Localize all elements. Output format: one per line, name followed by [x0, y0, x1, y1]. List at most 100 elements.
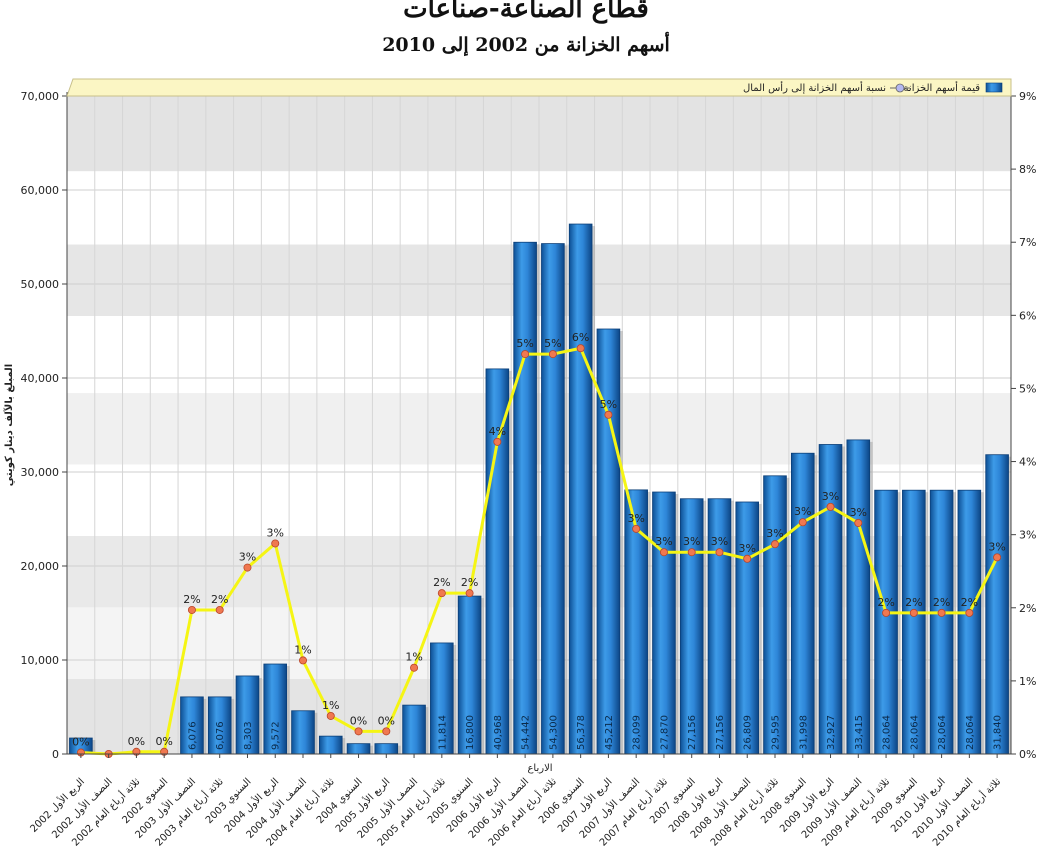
- bar-value-label: 27,156: [715, 715, 726, 750]
- y-tick-label: 20,000: [21, 560, 60, 573]
- bar-value-label: 54,300: [548, 715, 559, 750]
- bar: [985, 454, 1009, 755]
- ratio-label: 3%: [655, 535, 672, 548]
- bar: [318, 735, 343, 755]
- ratio-point: [187, 605, 196, 614]
- ratio-point: [493, 437, 502, 446]
- ratio-point: [215, 605, 224, 614]
- ratio-label: 2%: [905, 596, 922, 609]
- legend-box: [66, 78, 1012, 97]
- ratio-label: 1%: [405, 651, 422, 664]
- ratio-point: [326, 711, 335, 720]
- ratio-label: 3%: [627, 512, 644, 525]
- ratio-label: 0%: [128, 735, 145, 748]
- ratio-point: [798, 518, 807, 527]
- ratio-point: [271, 539, 280, 548]
- y-tick-label: 60,000: [21, 184, 60, 197]
- y-tick-label: 30,000: [21, 466, 60, 479]
- y-tick-label: 40,000: [21, 372, 60, 385]
- ratio-point: [965, 608, 974, 617]
- bar: [652, 491, 676, 755]
- ratio-label: 2%: [461, 576, 478, 589]
- y-tick-label: 70,000: [21, 90, 60, 103]
- y-axis-title: المبلغ بالآلف دينار كويتي: [3, 364, 15, 486]
- ratio-label: 5%: [600, 398, 617, 411]
- bar: [846, 439, 871, 755]
- ratio-point: [659, 548, 668, 557]
- ratio-point: [826, 502, 835, 511]
- bar-value-label: 28,064: [965, 715, 976, 750]
- ratio-label: 2%: [933, 596, 950, 609]
- ratio-point: [410, 663, 419, 672]
- y2-tick-label: 1%: [1019, 675, 1036, 688]
- bar: [763, 475, 787, 755]
- ratio-label: 2%: [211, 593, 228, 606]
- ratio-point: [937, 608, 946, 617]
- y2-tick-label: 0%: [1019, 748, 1036, 761]
- bar-value-label: 28,099: [632, 715, 643, 750]
- ratio-label: 3%: [739, 542, 756, 555]
- bar: [874, 489, 898, 755]
- ratio-label: 0%: [378, 714, 395, 727]
- bar-value-label: 40,968: [493, 715, 504, 750]
- ratio-label: 2%: [877, 596, 894, 609]
- bar: [568, 223, 593, 755]
- bar-value-label: 16,800: [465, 715, 476, 750]
- ratio-label: 0%: [350, 714, 367, 727]
- ratio-label: 0%: [155, 735, 172, 748]
- y-tick-label: 50,000: [21, 278, 60, 291]
- legend-bar-label: قيمة أسهم الخزانة: [904, 81, 981, 94]
- legend-line-marker: [895, 83, 905, 93]
- bar: [902, 489, 926, 755]
- ratio-label: 3%: [794, 505, 811, 518]
- bar-value-label: 6,076: [215, 721, 226, 750]
- ratio-label: 3%: [822, 490, 839, 503]
- ratio-point: [382, 727, 391, 736]
- y2-tick-label: 5%: [1019, 382, 1036, 395]
- ratio-label: 3%: [711, 535, 728, 548]
- bar: [929, 489, 954, 755]
- y2-tick-label: 9%: [1019, 90, 1036, 103]
- ratio-label: 3%: [850, 506, 867, 519]
- ratio-label: 1%: [294, 643, 311, 656]
- ratio-line: [80, 346, 999, 756]
- bar-value-label: 45,212: [604, 715, 615, 750]
- bar-value-label: 11,814: [437, 715, 448, 750]
- ratio-label: 3%: [239, 551, 256, 564]
- ratio-label: 2%: [961, 596, 978, 609]
- ratio-point: [882, 608, 891, 617]
- y2-tick-label: 7%: [1019, 236, 1036, 249]
- ratio-label: 1%: [322, 699, 339, 712]
- bar-value-label: 56,378: [576, 715, 587, 750]
- bar-value-label: 9,572: [271, 721, 282, 750]
- bar-value-label: 31,840: [993, 715, 1004, 750]
- bar-value-label: 32,927: [826, 715, 837, 750]
- bar-value-label: 28,064: [909, 715, 920, 750]
- bar-value-label: 6,076: [187, 721, 198, 750]
- bar: [513, 241, 537, 755]
- ratio-point: [243, 563, 252, 572]
- bar-value-label: 33,415: [854, 715, 865, 750]
- bar-value-label: 29,595: [771, 715, 782, 750]
- ratio-point: [687, 548, 696, 557]
- ratio-label: 2%: [433, 576, 450, 589]
- ratio-point: [604, 410, 613, 419]
- ratio-point: [743, 554, 752, 563]
- legend-line-label: نسبة أسهم الخزانة إلى رأس المال: [743, 81, 886, 94]
- ratio-point: [771, 540, 780, 549]
- bar-value-label: 26,809: [743, 715, 754, 750]
- y2-tick-label: 6%: [1019, 309, 1036, 322]
- x-axis-title: الارباع: [527, 763, 552, 774]
- ratio-point: [909, 608, 918, 617]
- ratio-point: [854, 518, 863, 527]
- y2-tick-label: 3%: [1019, 529, 1036, 542]
- bar: [291, 710, 315, 755]
- ratio-label: 0%: [72, 736, 89, 749]
- bar-value-label: 27,156: [687, 715, 698, 750]
- bar: [790, 452, 815, 755]
- ratio-point: [521, 350, 530, 359]
- ratio-label: 5%: [544, 337, 561, 350]
- chart-subtitle: أسهم الخزانة من 2002 إلى 2010: [382, 34, 670, 56]
- y-tick-label: 10,000: [21, 654, 60, 667]
- bar-value-label: 28,064: [882, 715, 893, 750]
